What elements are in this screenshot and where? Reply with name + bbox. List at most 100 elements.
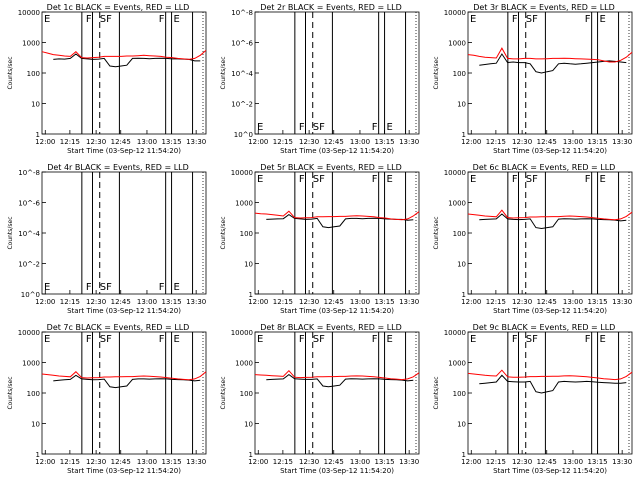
- y-tick-label: 10000: [444, 329, 466, 337]
- x-tick-label: 12:15: [486, 458, 506, 466]
- x-tick-label: 12:15: [60, 298, 80, 306]
- series-line-lld: [254, 210, 420, 221]
- y-tick-label: 10: [457, 261, 466, 269]
- x-tick-label: 12:45: [324, 298, 344, 306]
- flag-label: E: [174, 334, 180, 345]
- flag-label: E: [44, 334, 50, 345]
- y-tick-label: 100: [27, 390, 40, 398]
- flag-label: SF: [526, 174, 538, 185]
- y-tick-label: 10^-6: [18, 200, 40, 208]
- flag-label: SF: [313, 334, 325, 345]
- x-tick-label: 12:00: [248, 138, 268, 146]
- series-line-lld: [254, 369, 420, 381]
- series-line-events: [479, 213, 627, 230]
- y-tick-label: 10000: [444, 9, 466, 17]
- x-tick-label: 12:00: [35, 138, 55, 146]
- y-tick-label: 10^-4: [18, 230, 40, 238]
- x-tick-label: 12:30: [299, 298, 319, 306]
- y-axis-label: Counts/sec: [220, 216, 227, 249]
- x-tick-label: 12:30: [86, 458, 106, 466]
- panel-title: Det 4r BLACK = Events, RED = LLD: [47, 163, 189, 172]
- x-tick-label: 12:45: [537, 138, 557, 146]
- x-tick-label: 12:30: [512, 298, 532, 306]
- x-tick-label: 12:15: [486, 298, 506, 306]
- flag-label: F: [372, 122, 378, 133]
- y-tick-label: 10^-2: [231, 101, 253, 109]
- x-tick-label: 12:15: [60, 458, 80, 466]
- y-tick-label: 10000: [18, 9, 40, 17]
- x-tick-label: 12:30: [86, 298, 106, 306]
- plot-frame: [254, 11, 420, 135]
- series-line-events: [53, 374, 201, 389]
- x-tick-label: 13:15: [587, 298, 607, 306]
- x-tick-label: 13:00: [563, 298, 583, 306]
- x-tick-label: 12:45: [537, 298, 557, 306]
- flag-label: E: [257, 334, 263, 345]
- x-tick-label: 12:00: [35, 458, 55, 466]
- flag-label: F: [159, 14, 165, 25]
- panel-title: Det 2r BLACK = Events, RED = LLD: [260, 3, 402, 12]
- x-tick-label: 13:30: [186, 138, 206, 146]
- series-line-events: [479, 374, 627, 394]
- x-tick-label: 13:00: [563, 138, 583, 146]
- x-tick-label: 12:15: [60, 138, 80, 146]
- y-tick-label: 10^-8: [231, 9, 253, 17]
- x-tick-label: 12:45: [111, 138, 131, 146]
- x-tick-label: 12:00: [35, 298, 55, 306]
- plot-frame: [467, 11, 633, 135]
- series-line-lld: [467, 209, 633, 221]
- y-tick-label: 10^-2: [18, 261, 40, 269]
- x-axis-label: Start Time (03-Sep-12 11:54:20): [493, 147, 607, 155]
- plot-frame: [467, 331, 633, 455]
- y-tick-label: 10: [457, 101, 466, 109]
- x-tick-label: 13:30: [399, 138, 419, 146]
- flag-label: E: [470, 14, 476, 25]
- y-tick-label: 10000: [444, 169, 466, 177]
- flag-label: F: [86, 282, 92, 293]
- y-tick-label: 10: [457, 421, 466, 429]
- y-tick-label: 10^0: [21, 291, 40, 299]
- y-tick-label: 10^-6: [231, 40, 253, 48]
- y-tick-label: 1000: [448, 360, 466, 368]
- x-axis-label: Start Time (03-Sep-12 11:54:20): [280, 147, 394, 155]
- x-tick-label: 12:30: [512, 458, 532, 466]
- x-axis-label: Start Time (03-Sep-12 11:54:20): [280, 467, 394, 475]
- x-tick-label: 12:30: [86, 138, 106, 146]
- x-tick-label: 12:45: [324, 138, 344, 146]
- flag-label: F: [159, 282, 165, 293]
- y-axis-label: Counts/sec: [7, 56, 14, 89]
- x-tick-label: 13:15: [587, 138, 607, 146]
- flag-label: E: [387, 122, 393, 133]
- x-tick-label: 12:15: [273, 138, 293, 146]
- series-line-lld: [41, 371, 207, 381]
- flag-label: F: [86, 334, 92, 345]
- y-tick-label: 100: [27, 70, 40, 78]
- series-line-events: [266, 373, 414, 388]
- flag-label: E: [257, 122, 263, 133]
- panel-title: Det 8r BLACK = Events, RED = LLD: [260, 323, 402, 332]
- x-tick-label: 13:30: [612, 298, 632, 306]
- panel-title: Det 9c BLACK = Events, RED = LLD: [473, 323, 616, 332]
- y-tick-label: 1000: [235, 360, 253, 368]
- flag-label: SF: [526, 334, 538, 345]
- y-tick-label: 10: [244, 261, 253, 269]
- y-axis-label: Counts/sec: [220, 376, 227, 409]
- plot-frame: [254, 331, 420, 455]
- plot-frame: [41, 11, 207, 135]
- flag-label: E: [174, 282, 180, 293]
- y-tick-label: 1: [36, 451, 40, 459]
- x-tick-label: 13:30: [399, 298, 419, 306]
- flag-label: E: [470, 174, 476, 185]
- y-tick-label: 10^-8: [18, 169, 40, 177]
- x-tick-label: 13:15: [161, 138, 181, 146]
- panel-title: Det 6c BLACK = Events, RED = LLD: [473, 163, 616, 172]
- y-axis-label: Counts/sec: [220, 56, 227, 89]
- y-tick-label: 100: [453, 230, 466, 238]
